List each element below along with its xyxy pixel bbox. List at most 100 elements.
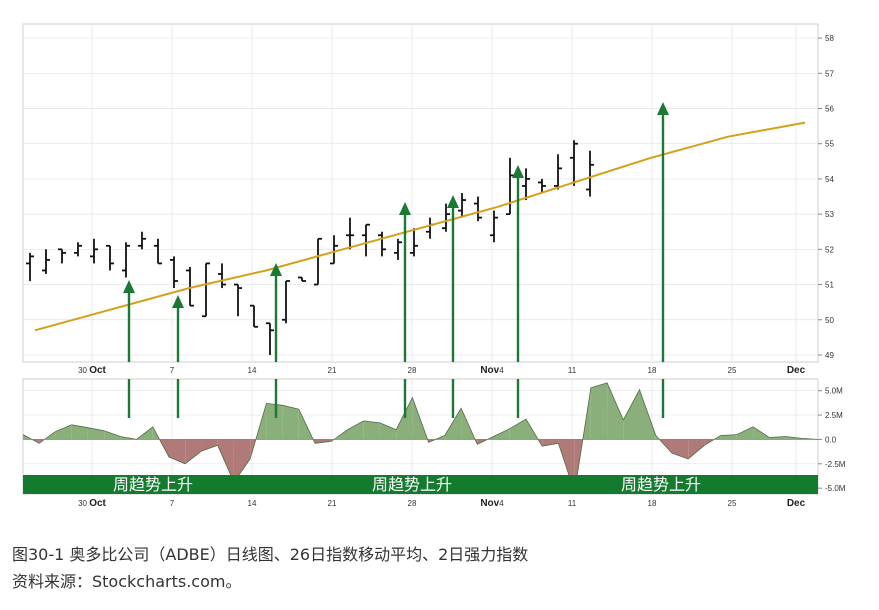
weekly-trend-label: 周趋势上升 — [372, 475, 452, 494]
date-tick-day: 30 — [78, 366, 89, 375]
date-tick-day: 4 — [499, 499, 504, 508]
date-tick-label: 30 Oct — [78, 365, 106, 376]
date-tick-label: 14 — [248, 499, 257, 508]
price-tick-label: 55 — [825, 140, 834, 149]
date-tick-label: Dec — [787, 365, 806, 376]
trend-arrow-head — [123, 280, 135, 293]
force-negative-area — [542, 439, 559, 447]
force-negative-area — [217, 439, 234, 483]
force-positive-area — [55, 424, 72, 440]
force-positive-area — [607, 382, 624, 440]
price-tick-label: 53 — [825, 210, 834, 219]
weekly-trend-band: 周趋势上升 周趋势上升 周趋势上升 — [23, 475, 818, 494]
force-index-line — [22, 382, 819, 493]
date-tick-label: 21 — [328, 366, 337, 375]
force-negative-area — [233, 439, 251, 483]
price-tick-label: 50 — [825, 316, 834, 325]
date-tick-label: Nov4 — [480, 498, 504, 509]
price-panel: 58 57 56 55 54 53 52 51 50 49 30 Oct 7 14 21 28 Nov4 11… — [22, 23, 834, 376]
date-tick-label: 21 — [328, 499, 337, 508]
ohlc-bar — [538, 178, 546, 193]
date-tick-label: 18 — [648, 366, 657, 375]
ohlc-bar — [138, 231, 146, 250]
force-positive-area — [104, 430, 121, 440]
date-tick-label: 28 — [408, 499, 417, 508]
figure-source: 资料来源：Stockcharts.com。 — [12, 572, 242, 591]
figure-caption: 图30-1 奥多比公司（ADBE）日线图、26日指数移动平均、2日强力指数 — [12, 545, 529, 564]
ema-26-line — [34, 121, 806, 332]
ohlc-bar — [58, 248, 66, 264]
ohlc-bar — [490, 210, 498, 243]
force-positive-area — [769, 436, 786, 440]
date-tick-label: Nov4 — [480, 365, 504, 376]
price-tick-label: 51 — [825, 281, 834, 290]
ohlc-bar — [90, 238, 98, 264]
ohlc-bar — [106, 244, 114, 271]
date-tick-label: 18 — [648, 499, 657, 508]
ohlc-bar — [202, 262, 210, 318]
force-index-panel: 5.0M 2.5M 0.0 -2.5M -5.0M 周趋势上升 周趋势上升 周趋势上升 30… — [22, 378, 846, 509]
date-tick-label: 25 — [728, 499, 737, 508]
force-negative-area — [201, 439, 218, 452]
ohlc-bar — [346, 217, 354, 250]
date-tick-month: Nov — [480, 498, 499, 509]
ohlc-bar — [554, 154, 562, 190]
ohlc-bar — [586, 150, 594, 197]
ohlc-bar — [218, 263, 226, 289]
ohlc-bar — [330, 235, 338, 265]
ohlc-bar — [298, 276, 306, 282]
entry-arrows-bottom — [127, 379, 665, 418]
force-positive-area — [509, 418, 526, 440]
ohlc-bar — [250, 304, 258, 328]
ohlc-bar — [442, 203, 450, 232]
ohlc-bar — [154, 238, 162, 265]
date-tick-month: Nov — [480, 365, 499, 376]
ohlc-bar — [26, 252, 34, 282]
trend-arrow-head — [399, 202, 411, 215]
force-positive-area — [493, 428, 510, 440]
force-positive-area — [379, 422, 397, 440]
force-x-axis: 30 Oct 7 14 21 28 Nov4 11 18 25 Dec — [78, 498, 806, 509]
force-positive-area — [590, 382, 608, 440]
ohlc-bar — [170, 256, 178, 289]
ohlc-bar — [394, 238, 402, 260]
ohlc-bar — [474, 196, 482, 222]
force-tick-label: -5.0M — [825, 484, 846, 493]
force-y-axis: 5.0M 2.5M 0.0 -2.5M -5.0M — [818, 387, 846, 493]
force-negative-area — [185, 439, 202, 464]
force-positive-area — [347, 420, 364, 440]
force-negative-area — [688, 439, 705, 459]
force-positive-area — [444, 408, 462, 440]
ohlc-bar — [234, 283, 242, 317]
force-negative-area — [315, 439, 332, 444]
ohlc-bar — [74, 242, 82, 257]
price-tick-label: 49 — [825, 351, 834, 360]
force-tick-label: 0.0 — [825, 435, 837, 444]
force-tick-label: 2.5M — [825, 411, 843, 420]
trend-arrow-head — [270, 263, 282, 276]
force-positive-area — [87, 427, 105, 440]
force-positive-area — [623, 389, 640, 440]
price-tick-label: 58 — [825, 34, 834, 43]
price-tick-label: 56 — [825, 105, 834, 114]
date-tick-label: Dec — [787, 498, 806, 509]
ohlc-bars — [26, 140, 594, 355]
price-y-axis: 58 57 56 55 54 53 52 51 50 49 — [818, 34, 834, 360]
ohlc-bar — [362, 223, 370, 257]
price-x-axis: 30 Oct 7 14 21 28 Nov4 11 18 25 Dec — [78, 365, 806, 376]
trend-arrow-head — [657, 102, 669, 115]
date-tick-day: 4 — [499, 366, 504, 375]
ohlc-bar — [378, 231, 386, 257]
ohlc-bar — [42, 249, 50, 274]
date-tick-label: 25 — [728, 366, 737, 375]
force-tick-label: 5.0M — [825, 387, 843, 396]
ohlc-bar — [266, 322, 274, 355]
force-positive-area — [71, 424, 88, 440]
date-tick-month: Oct — [89, 365, 106, 376]
ohlc-bar — [410, 228, 418, 257]
date-tick-day: 30 — [78, 499, 89, 508]
ohlc-bar — [314, 237, 322, 286]
ohlc-bar — [458, 193, 466, 218]
date-tick-label: 7 — [170, 499, 175, 508]
